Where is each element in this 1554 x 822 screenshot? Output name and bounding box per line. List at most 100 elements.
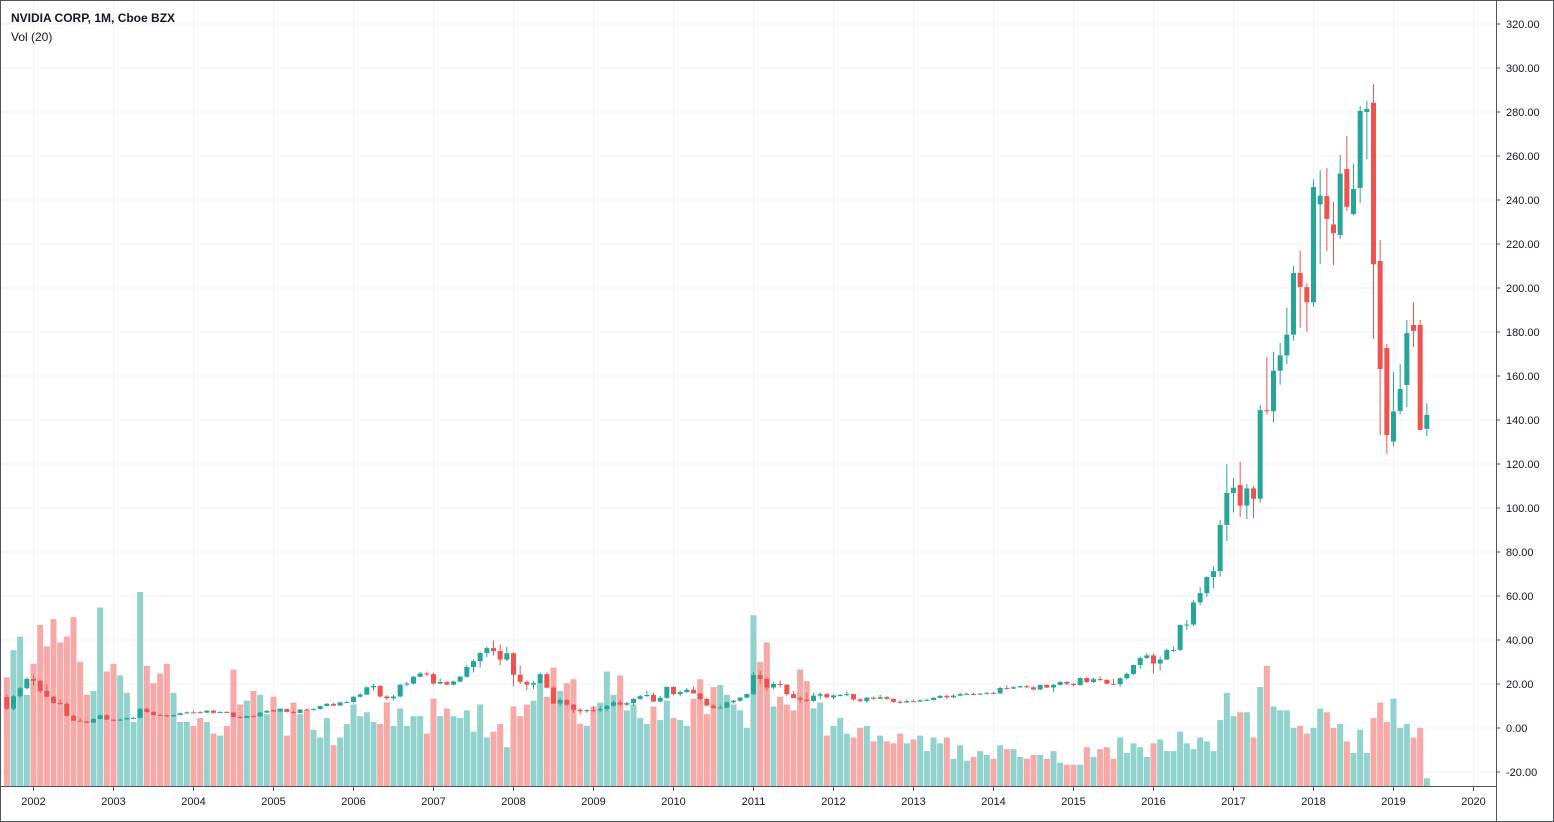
candle-body[interactable] (684, 689, 690, 693)
candle-body[interactable] (1277, 355, 1283, 371)
candle-body[interactable] (1357, 110, 1363, 188)
candle-body[interactable] (1397, 388, 1403, 411)
candle-body[interactable] (1344, 168, 1350, 207)
candle-body[interactable] (411, 676, 416, 684)
candle-body[interactable] (531, 683, 536, 685)
candle-body[interactable] (71, 715, 76, 721)
candle-body[interactable] (151, 711, 156, 716)
candle-body[interactable] (224, 711, 230, 713)
candle-body[interactable] (277, 709, 283, 712)
candle-body[interactable] (924, 699, 930, 701)
candle-body[interactable] (64, 703, 70, 716)
candle-body[interactable] (991, 692, 996, 694)
candle-body[interactable] (1231, 487, 1236, 494)
candle-body[interactable] (1017, 686, 1023, 688)
candle-body[interactable] (1111, 683, 1116, 685)
candle-body[interactable] (757, 674, 763, 679)
candle-body[interactable] (1384, 348, 1390, 435)
candle-body[interactable] (171, 715, 176, 717)
candle-body[interactable] (784, 684, 790, 695)
volume-indicator-label[interactable]: Vol (20) (11, 30, 53, 44)
candle-body[interactable] (1331, 224, 1336, 234)
candle-body[interactable] (664, 686, 670, 698)
candle-body[interactable] (297, 709, 303, 714)
candle-body[interactable] (1417, 324, 1423, 430)
candle-body[interactable] (437, 682, 443, 684)
candle-body[interactable] (1304, 287, 1310, 303)
candle-body[interactable] (417, 673, 423, 677)
candle-body[interactable] (404, 683, 410, 685)
candle-body[interactable] (751, 674, 756, 695)
candle-body[interactable] (777, 684, 783, 685)
candle-body[interactable] (451, 681, 456, 685)
candle-body[interactable] (577, 709, 583, 712)
candle-body[interactable] (137, 708, 143, 718)
candle-body[interactable] (504, 653, 510, 660)
candle-body[interactable] (191, 712, 196, 714)
candle-body[interactable] (591, 710, 596, 712)
candle-body[interactable] (197, 712, 203, 714)
candle-body[interactable] (264, 710, 270, 713)
candle-body[interactable] (644, 695, 650, 697)
candle-body[interactable] (1057, 682, 1063, 685)
candle-body[interactable] (271, 709, 276, 712)
candle-body[interactable] (944, 695, 950, 698)
candle-body[interactable] (111, 719, 116, 721)
candle-body[interactable] (431, 674, 436, 684)
candle-body[interactable] (397, 684, 403, 697)
candle-body[interactable] (291, 711, 296, 714)
candle-body[interactable] (1104, 679, 1110, 684)
candle-body[interactable] (317, 706, 323, 710)
candle-body[interactable] (391, 696, 396, 699)
candle-body[interactable] (1097, 679, 1103, 681)
candle-body[interactable] (131, 717, 136, 719)
candle-body[interactable] (1157, 659, 1163, 664)
candle-body[interactable] (1297, 273, 1303, 288)
candle-body[interactable] (1071, 683, 1076, 686)
candle-body[interactable] (1177, 625, 1183, 650)
candle-body[interactable] (491, 648, 496, 651)
candle-body[interactable] (937, 695, 943, 698)
candle-body[interactable] (24, 678, 30, 689)
candle-body[interactable] (184, 712, 190, 714)
candle-body[interactable] (657, 697, 663, 702)
candle-body[interactable] (351, 696, 356, 703)
candle-body[interactable] (471, 661, 476, 668)
candle-body[interactable] (1251, 488, 1256, 499)
candle-body[interactable] (177, 713, 183, 716)
candle-body[interactable] (697, 693, 703, 699)
candle-body[interactable] (971, 693, 976, 695)
candle-body[interactable] (884, 697, 890, 699)
candle-body[interactable] (1411, 324, 1416, 331)
candle-body[interactable] (117, 719, 123, 721)
candle-body[interactable] (251, 716, 256, 718)
candle-body[interactable] (37, 680, 43, 692)
candle-body[interactable] (631, 698, 636, 704)
candle-body[interactable] (364, 687, 370, 695)
candle-body[interactable] (1131, 665, 1136, 674)
candle-body[interactable] (897, 701, 903, 703)
candle-body[interactable] (1024, 686, 1030, 688)
candle-body[interactable] (877, 697, 883, 699)
candle-body[interactable] (717, 707, 723, 709)
candle-body[interactable] (104, 715, 110, 720)
candle-body[interactable] (217, 711, 223, 713)
candle-body[interactable] (1377, 260, 1383, 369)
candle-body[interactable] (44, 691, 50, 697)
candle-body[interactable] (257, 712, 263, 717)
candle-body[interactable] (744, 694, 750, 698)
candle-body[interactable] (1271, 370, 1276, 412)
candle-body[interactable] (891, 698, 896, 702)
candle-body[interactable] (1237, 485, 1243, 506)
candle-body[interactable] (284, 709, 290, 712)
candle-body[interactable] (791, 694, 796, 699)
candle-body[interactable] (424, 673, 430, 675)
candle-body[interactable] (731, 700, 736, 703)
candle-body[interactable] (1004, 687, 1010, 689)
candle-body[interactable] (211, 710, 216, 713)
candle-body[interactable] (671, 686, 676, 695)
candle-body[interactable] (204, 710, 210, 713)
candle-body[interactable] (544, 674, 550, 688)
candle-body[interactable] (724, 702, 730, 708)
